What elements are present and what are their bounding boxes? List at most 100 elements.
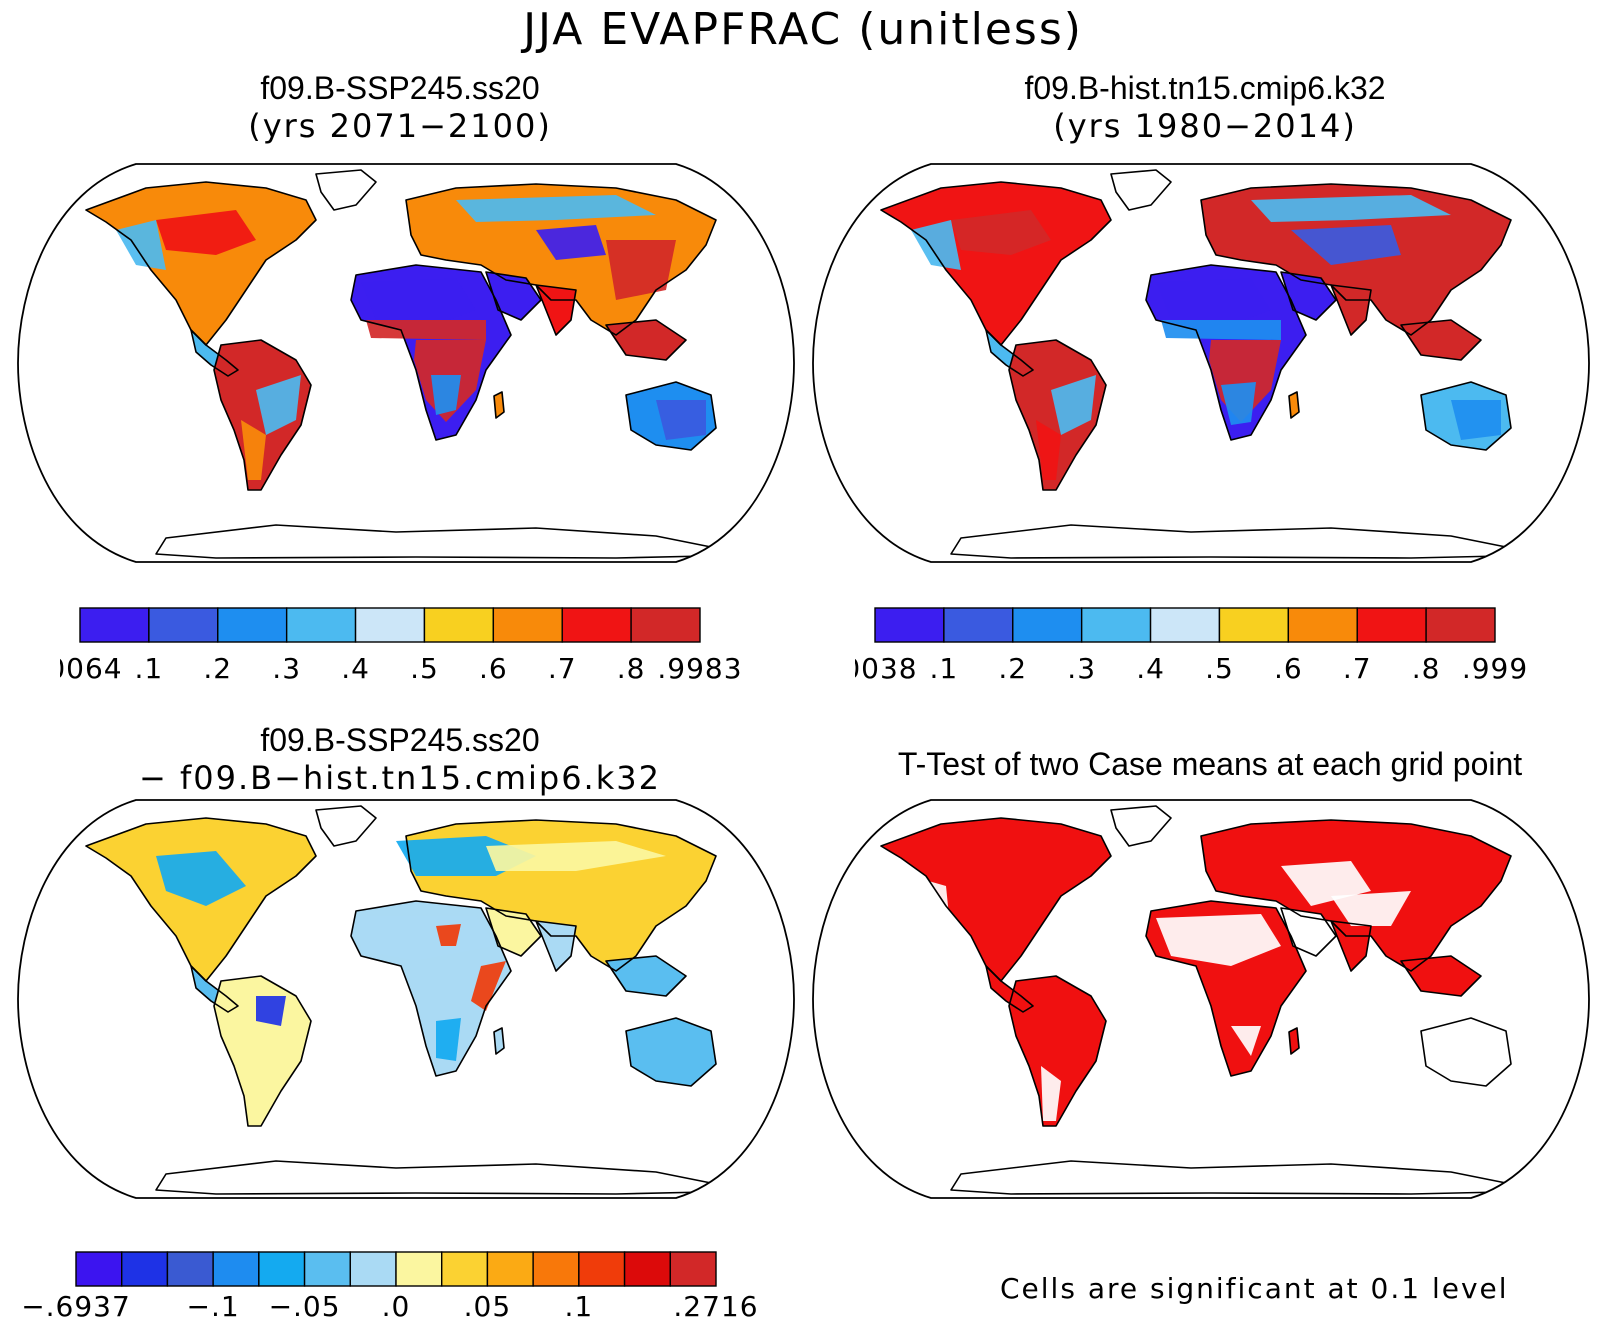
colorbar-label: .1 [135,652,164,685]
panel-future-years: (yrs 2071−2100) [248,107,552,145]
coastline-india [1330,284,1372,336]
significance-note: Cells are significant at 0.1 level [1000,1272,1509,1305]
field-patch [486,841,666,871]
field-patch [1221,382,1256,425]
colorbar-label: .1 [564,1290,593,1320]
region-india [536,921,576,971]
coastline-seAsia [1400,319,1482,361]
colorbar-label: .0064 [60,652,123,685]
field-patch [536,225,606,260]
region-india [536,285,576,335]
coastline-africa [350,264,512,441]
colorbar-box [303,1251,351,1287]
field-patch [431,375,461,415]
map-future [17,163,795,563]
field-patch [116,220,166,270]
coastline-australia [1420,1017,1512,1087]
map-land [880,169,1512,559]
coastline-seAsia [1400,955,1482,997]
coastline-greenland [1110,169,1172,211]
colorbar-box [1149,607,1221,643]
panel-ttest-title: T-Test of two Case means at each grid po… [897,746,1523,782]
colorbar-box [532,1251,580,1287]
colorbar-historical: .0038 .1 .2 .3 .4 .5 .6 .7 .8 .999 [855,607,1527,685]
panel-historical-case: f09.B-hist.tn15.cmip6.k32 [1024,70,1386,106]
coastline-southAmerica [1008,975,1107,1127]
field-patch [1161,320,1281,340]
colorbar-box [1356,607,1427,643]
coastline-greenland [1110,805,1172,847]
coastline-europeAsia [405,819,717,972]
colorbar-label: .0 [382,1290,411,1320]
coastline-madagascar [493,391,505,419]
coastline-centralAm [985,965,1034,1013]
field-patch [656,400,706,440]
field-patch [366,320,486,340]
map-frame [17,799,795,1199]
coastline-india [535,920,577,972]
colorbar-difference: −.6937 −.1 −.05 .0 .05 .1 .2716 [21,1251,758,1320]
field-patch [241,420,266,480]
coastline-europeAsia [1200,183,1512,336]
region-madagascar [1289,392,1299,418]
colorbar-box [561,607,632,643]
region-australia [1421,1018,1511,1086]
map-ttest [812,799,1590,1199]
colorbar-box [943,607,1014,643]
map-frame [17,163,795,563]
coastline-africa [1145,900,1307,1077]
region-seAsia [606,956,686,996]
panel-title-historical: f09.B-hist.tn15.cmip6.k32 (yrs 1980−2014… [945,70,1465,145]
region-greenland [316,806,376,846]
region-northAmerica [881,818,1111,981]
coastline-northAmerica [85,181,317,346]
coastline-africa [1145,264,1307,441]
coastline-arabia [1280,907,1337,957]
field-patch [1051,375,1096,435]
field-patch [436,924,461,946]
field-patch [471,961,506,1011]
field-patch [1041,1066,1061,1121]
coastline-southAmerica [213,339,312,491]
colorbar-box [217,607,288,643]
field-patch [256,375,301,435]
field-patch [436,1018,461,1061]
field-patch [911,220,961,270]
panel-historical-years: (yrs 1980−2014) [1053,107,1357,145]
coastline-europeAsia [405,183,717,336]
field-patch [1281,861,1371,906]
colorbar-label: .9983 [657,652,742,685]
colorbar-label: .7 [1343,652,1372,685]
colorbar-box [75,1251,123,1287]
colorbar-box [148,607,219,643]
coastline-northAmerica [880,181,1112,346]
region-india [1331,921,1371,971]
colorbar-label: .2 [998,652,1027,685]
colorbar-label: .2 [203,652,232,685]
colorbar-box [492,607,563,643]
colorbar-label: .7 [548,652,577,685]
panel-title-ttest: T-Test of two Case means at each grid po… [820,746,1600,783]
colorbar-box [212,1251,260,1287]
colorbar-label: .4 [1136,652,1165,685]
colorbar-box [258,1251,306,1287]
colorbar-box [1012,607,1083,643]
colorbar-box [1287,607,1358,643]
coastline-southAmerica [1008,339,1107,491]
colorbar-box [1080,607,1152,643]
region-antarctica [156,1161,716,1194]
colorbar-label: −.05 [269,1290,341,1320]
panel-difference-minus: − f09.B−hist.tn15.cmip6.k32 [139,759,661,797]
field-patch [156,210,256,255]
field-patch [361,278,476,325]
coastline-centralAm [190,965,239,1013]
region-southAmerica [1009,976,1106,1126]
colorbar-label: .4 [341,652,370,685]
coastline-centralAm [985,329,1034,377]
region-antarctica [951,525,1511,558]
coastline-northAmerica [880,817,1112,982]
field-patch [156,851,246,906]
colorbar-box [623,1251,671,1287]
map-difference [17,799,795,1199]
field-patch [606,240,676,300]
